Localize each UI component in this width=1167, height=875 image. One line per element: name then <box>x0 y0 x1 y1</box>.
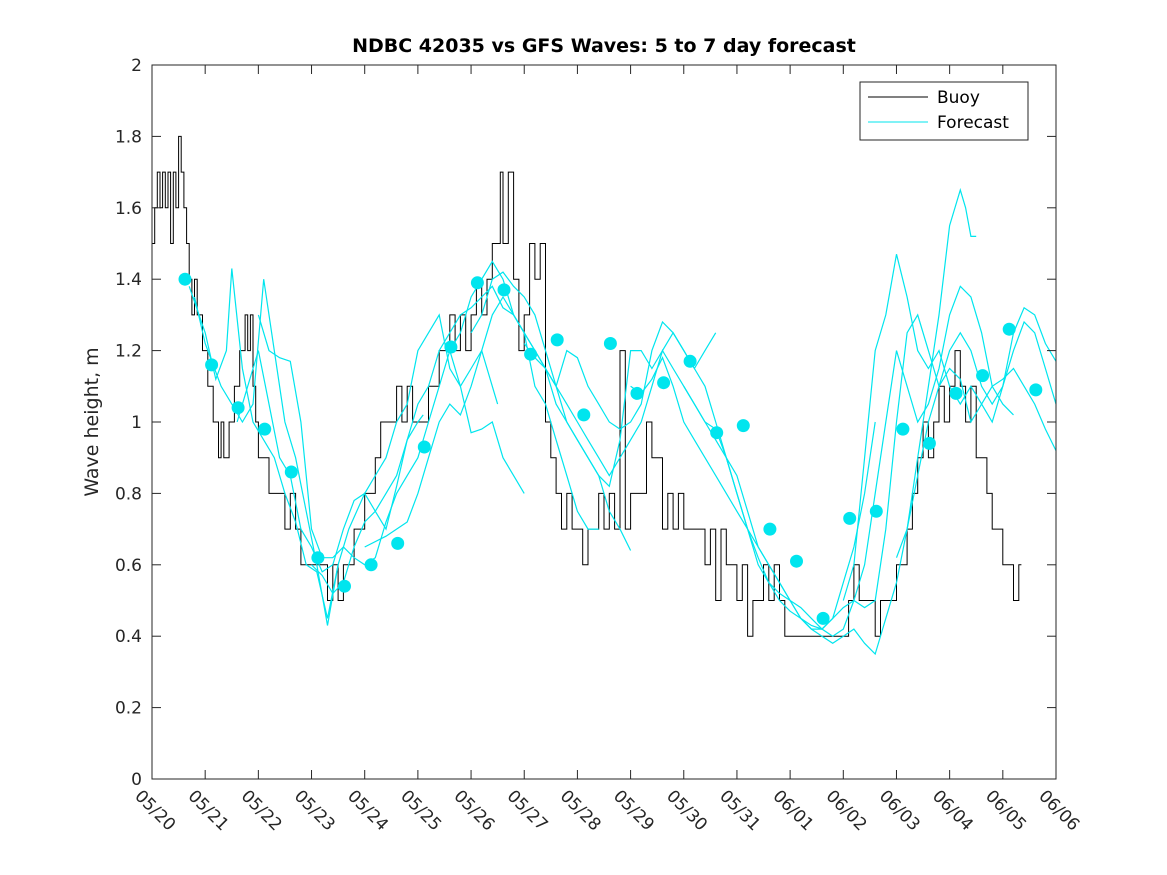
forecast-marker-19 <box>683 354 697 368</box>
forecast-marker-23 <box>790 554 803 568</box>
forecast-marker-30 <box>976 369 990 383</box>
forecast-marker-28 <box>922 436 936 450</box>
forecast-marker-31 <box>1002 322 1016 336</box>
legend-box <box>859 81 1029 141</box>
y-tick-label-2: 0.4 <box>115 627 142 647</box>
plot-area <box>152 65 1056 779</box>
forecast-marker-0 <box>178 272 192 286</box>
forecast-marker-8 <box>391 536 405 550</box>
forecast-marker-16 <box>603 337 617 350</box>
forecast-marker-15 <box>577 408 591 422</box>
forecast-line-7 <box>470 271 876 630</box>
series-layer <box>152 135 1057 656</box>
forecast-marker-21 <box>736 419 750 433</box>
forecast-marker-20 <box>710 426 724 440</box>
forecast-marker-1 <box>205 358 219 372</box>
forecast-marker-3 <box>258 422 272 436</box>
forecast-marker-22 <box>763 522 777 536</box>
y-tick-label-0: 0 <box>131 770 142 790</box>
forecast-line-3 <box>257 260 599 566</box>
forecast-marker-9 <box>417 440 431 454</box>
forecast-line-12 <box>895 367 1057 558</box>
forecast-line-10 <box>683 313 1057 630</box>
forecast-marker-5 <box>311 551 325 565</box>
y-tick-label-10: 2 <box>131 56 142 76</box>
y-tick-label-3: 0.6 <box>115 556 142 576</box>
forecast-line-0 <box>188 268 339 619</box>
forecast-marker-26 <box>869 504 883 518</box>
forecast-marker-4 <box>284 465 298 479</box>
forecast-marker-6 <box>338 579 351 593</box>
chart-title: NDBC 42035 vs GFS Waves: 5 to 7 day fore… <box>352 35 856 57</box>
y-tick-label-8: 1.6 <box>115 199 142 219</box>
buoy-series-line <box>152 135 1022 637</box>
forecast-marker-17 <box>630 386 644 400</box>
y-tick-label-5: 1 <box>131 413 142 433</box>
forecast-marker-2 <box>231 401 245 415</box>
forecast-marker-10 <box>444 340 458 354</box>
forecast-line-2 <box>236 313 499 573</box>
forecast-marker-12 <box>497 283 511 297</box>
legend-label-buoy: Buoy <box>937 88 980 108</box>
forecast-line-6 <box>449 350 525 494</box>
forecast-marker-25 <box>843 511 857 525</box>
y-axis-title: Wave height, m <box>81 347 103 496</box>
legend: Buoy Forecast <box>859 81 1029 141</box>
forecast-line-11 <box>842 254 1057 601</box>
legend-label-forecast: Forecast <box>937 113 1009 133</box>
forecast-marker-7 <box>364 558 378 572</box>
forecast-marker-24 <box>816 611 830 625</box>
y-tick-label-7: 1.4 <box>115 270 142 290</box>
forecast-marker-14 <box>550 333 564 347</box>
y-tick-label-9: 1.8 <box>115 127 142 147</box>
y-tick-label-1: 0.2 <box>115 699 142 719</box>
y-tick-label-6: 1.2 <box>115 342 142 362</box>
y-tick-label-4: 0.8 <box>115 484 142 504</box>
forecast-marker-29 <box>949 386 963 400</box>
forecast-marker-18 <box>657 376 671 390</box>
forecast-marker-32 <box>1029 383 1043 397</box>
forecast-marker-27 <box>896 422 910 436</box>
forecast-marker-13 <box>524 347 538 361</box>
forecast-marker-11 <box>470 276 484 290</box>
